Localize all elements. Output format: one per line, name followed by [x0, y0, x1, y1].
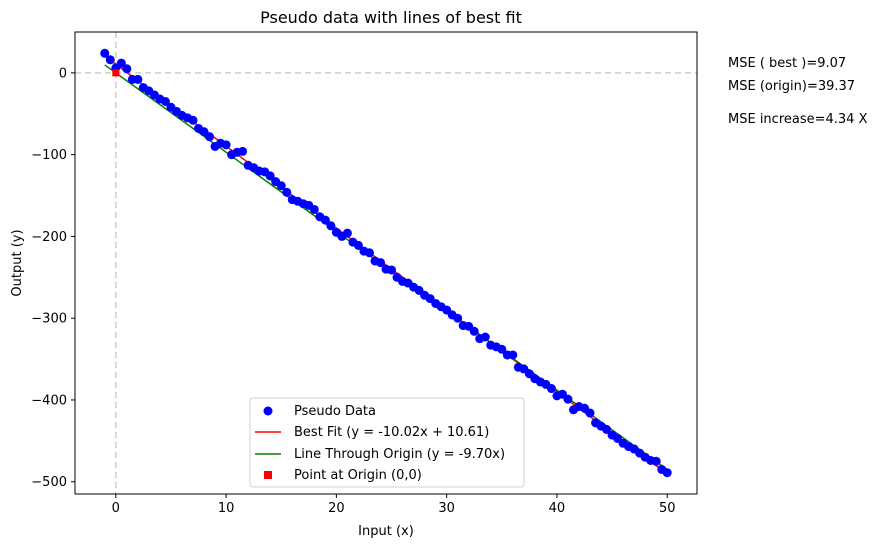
data-point [160, 97, 170, 107]
legend-label-pseudo-data: Pseudo Data [294, 404, 376, 419]
data-point [238, 146, 248, 156]
y-tick-label: −200 [31, 230, 67, 245]
data-point [265, 171, 275, 181]
data-point [116, 58, 126, 68]
y-tick-label: 0 [59, 66, 67, 81]
x-axis: 0 10 20 30 40 50 [112, 494, 676, 516]
data-point [188, 115, 198, 125]
data-point [453, 313, 463, 323]
x-tick-label: 50 [659, 501, 676, 516]
reference-lines [75, 32, 697, 494]
chart-title: Pseudo data with lines of best fit [260, 8, 522, 27]
data-point [546, 384, 556, 394]
legend-marker-pseudo-data [263, 406, 273, 416]
data-point [508, 350, 518, 360]
y-axis-label: Output (y) [10, 229, 25, 296]
data-point [282, 187, 292, 197]
data-point [497, 344, 507, 354]
y-axis: 0 −100 −200 −300 −400 −500 [31, 66, 75, 490]
plot-area [74, 31, 698, 495]
x-tick-label: 30 [438, 501, 455, 516]
data-point [364, 248, 374, 258]
legend-label-origin-point: Point at Origin (0,0) [294, 468, 422, 483]
data-point [469, 326, 479, 336]
legend-label-best-fit: Best Fit (y = -10.02x + 10.61) [294, 425, 489, 440]
data-point [221, 140, 231, 150]
data-point [651, 456, 661, 466]
legend: Pseudo Data Best Fit (y = -10.02x + 10.6… [249, 397, 525, 488]
data-point [602, 424, 612, 434]
y-tick-label: −400 [31, 393, 67, 408]
y-tick-label: −500 [31, 475, 67, 490]
legend-label-origin-line: Line Through Origin (y = -9.70x) [294, 447, 505, 462]
data-point [205, 132, 215, 142]
legend-box [249, 397, 525, 488]
data-point [375, 258, 385, 268]
x-tick-label: 0 [112, 501, 120, 516]
x-tick-label: 20 [328, 501, 345, 516]
data-point [563, 394, 573, 404]
origin-marker-group [112, 69, 120, 77]
y-tick-label: −100 [31, 148, 67, 163]
y-tick-label: −300 [31, 312, 67, 327]
data-point [585, 408, 595, 418]
data-point [342, 228, 352, 238]
data-point [276, 181, 286, 191]
origin-point-marker [112, 69, 120, 77]
data-point [309, 204, 319, 214]
mse-best-annotation: MSE ( best )=9.07 [728, 56, 846, 71]
scatter-points [100, 48, 672, 478]
legend-marker-origin-point [264, 471, 272, 479]
data-point [105, 55, 115, 65]
data-point [353, 240, 363, 250]
x-tick-label: 10 [218, 501, 235, 516]
data-point [320, 215, 330, 225]
data-point [326, 221, 336, 231]
data-point [662, 468, 672, 478]
plot-frame [74, 31, 698, 495]
data-point [122, 64, 132, 74]
x-axis-label: Input (x) [358, 524, 414, 539]
data-point [480, 332, 490, 342]
mse-increase-annotation: MSE increase=4.34 X [728, 112, 868, 127]
data-point [387, 265, 397, 275]
x-tick-label: 40 [549, 501, 566, 516]
data-point [133, 74, 143, 84]
data-point [100, 48, 110, 58]
mse-origin-annotation: MSE (origin)=39.37 [728, 79, 855, 94]
